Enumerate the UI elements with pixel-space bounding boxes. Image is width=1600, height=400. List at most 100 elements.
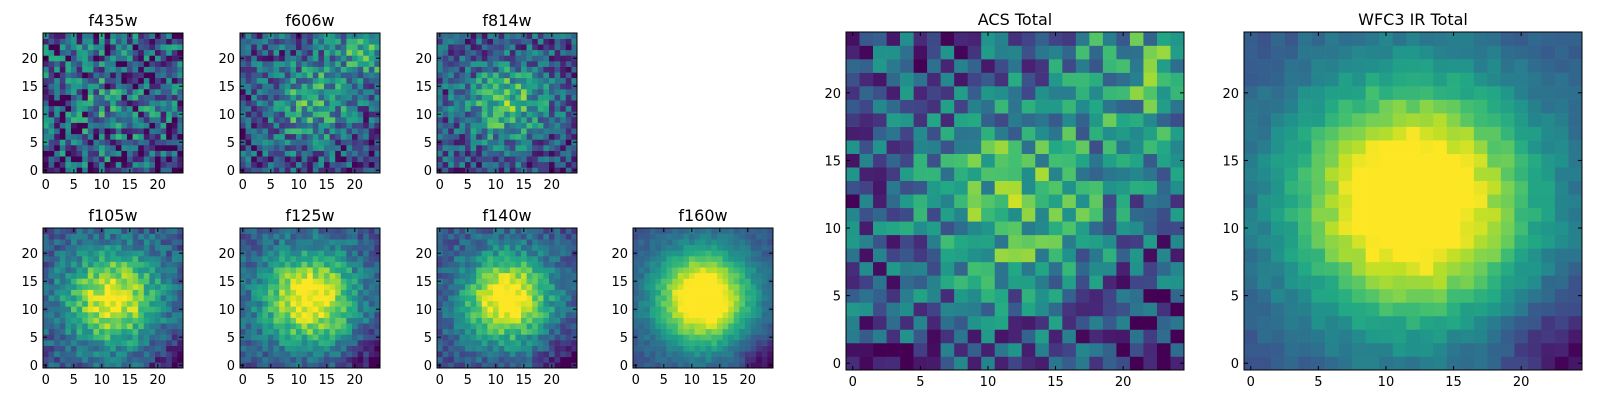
heatmap-cell [476, 362, 483, 369]
heatmap-cell [442, 312, 449, 318]
heatmap-cell [571, 100, 578, 107]
heatmap-cell [121, 239, 128, 246]
heatmap-cell [76, 150, 83, 157]
heatmap-cell [143, 340, 150, 346]
heatmap-cell [515, 117, 522, 123]
heatmap-cell [554, 256, 561, 262]
heatmap-cell [537, 105, 544, 112]
heatmap-cell [543, 244, 550, 251]
heatmap-cell [368, 139, 375, 146]
heatmap-cell [65, 267, 72, 274]
heatmap-cell [465, 267, 471, 274]
axes-frame [436, 227, 578, 369]
heatmap-cell [374, 239, 381, 246]
heatmap-cell [644, 295, 651, 302]
heatmap-cell [87, 340, 94, 346]
heatmap-cell [318, 267, 325, 274]
heatmap-cell [256, 33, 263, 39]
heatmap-cell [493, 161, 499, 168]
heatmap-cell [329, 55, 336, 62]
x-tick-label: 15 [122, 373, 139, 388]
heatmap-cell [318, 250, 325, 257]
heatmap-cell [76, 289, 83, 296]
heatmap-cell [340, 228, 347, 234]
heatmap-cell [132, 312, 139, 318]
heatmap-cell [262, 250, 269, 257]
heatmap-cell [1102, 329, 1117, 344]
heatmap-cell [1021, 153, 1036, 168]
heatmap-cell [543, 122, 550, 129]
heatmap-cell [138, 250, 145, 257]
heatmap-cell [954, 275, 968, 290]
heatmap-cell [521, 261, 527, 268]
heatmap-cell [677, 328, 684, 335]
heatmap-cell [368, 161, 375, 168]
heatmap-cell [543, 77, 550, 84]
heatmap-cell [487, 312, 494, 318]
heatmap-cell [307, 83, 314, 90]
heatmap-cell [93, 323, 100, 330]
heatmap-cell [301, 156, 308, 163]
heatmap-cell [352, 295, 358, 302]
heatmap-cell [166, 323, 173, 330]
heatmap-cell [521, 150, 527, 157]
heatmap-cell [465, 233, 471, 240]
heatmap-cell [71, 328, 77, 335]
heatmap-cell [476, 351, 483, 358]
heatmap-cell [155, 156, 161, 163]
heatmap-cell [312, 300, 319, 307]
heatmap-cell [177, 284, 184, 290]
heatmap-cell [245, 100, 252, 107]
heatmap-cell [487, 362, 494, 369]
heatmap-cell [279, 312, 286, 318]
heatmap-cell [121, 49, 128, 56]
heatmap-cell [171, 345, 178, 352]
heatmap-cell [900, 221, 914, 236]
heatmap-cell [340, 239, 347, 246]
heatmap-cell [739, 356, 746, 363]
heatmap-cell [301, 250, 308, 257]
heatmap-cell [1089, 342, 1104, 357]
heatmap-cell [459, 100, 466, 107]
heatmap-cell [284, 72, 291, 79]
heatmap-cell [256, 167, 263, 174]
heatmap-cell [554, 105, 561, 112]
heatmap-cell [476, 317, 483, 324]
y-tick-label: 10 [415, 108, 432, 123]
heatmap-cell [649, 228, 656, 234]
heatmap-cell [560, 239, 567, 246]
heatmap-cell [357, 128, 364, 135]
heatmap-cell [329, 150, 336, 157]
heatmap-cell [498, 117, 505, 123]
heatmap-cell [487, 250, 494, 257]
heatmap-cell [363, 323, 370, 330]
heatmap-cell [329, 356, 336, 363]
heatmap-cell [149, 111, 156, 118]
heatmap-cell [666, 244, 673, 251]
heatmap-cell [268, 72, 274, 79]
heatmap-cell [93, 345, 100, 352]
y-tick-label: 5 [227, 136, 235, 151]
heatmap-cell [301, 139, 308, 146]
heatmap-cell [143, 356, 150, 363]
heatmap-cell [296, 317, 302, 324]
heatmap-cell [352, 133, 358, 140]
heatmap-cell [374, 72, 381, 79]
heatmap-cell [76, 55, 83, 62]
heatmap-cell [549, 72, 555, 79]
heatmap-cell [554, 317, 561, 324]
heatmap-cell [115, 272, 122, 279]
heatmap-cell [251, 256, 258, 262]
heatmap-cell [644, 306, 651, 313]
heatmap-cell [143, 295, 150, 302]
heatmap-cell [357, 284, 364, 290]
heatmap-cell [493, 150, 499, 157]
heatmap-cell [357, 100, 364, 107]
heatmap-cell [262, 61, 269, 67]
heatmap-cell [666, 261, 673, 268]
heatmap-cell [312, 295, 319, 302]
heatmap-cell [121, 100, 128, 107]
heatmap-cell [65, 89, 72, 95]
heatmap-cell [526, 72, 533, 79]
heatmap-cell [132, 256, 139, 262]
